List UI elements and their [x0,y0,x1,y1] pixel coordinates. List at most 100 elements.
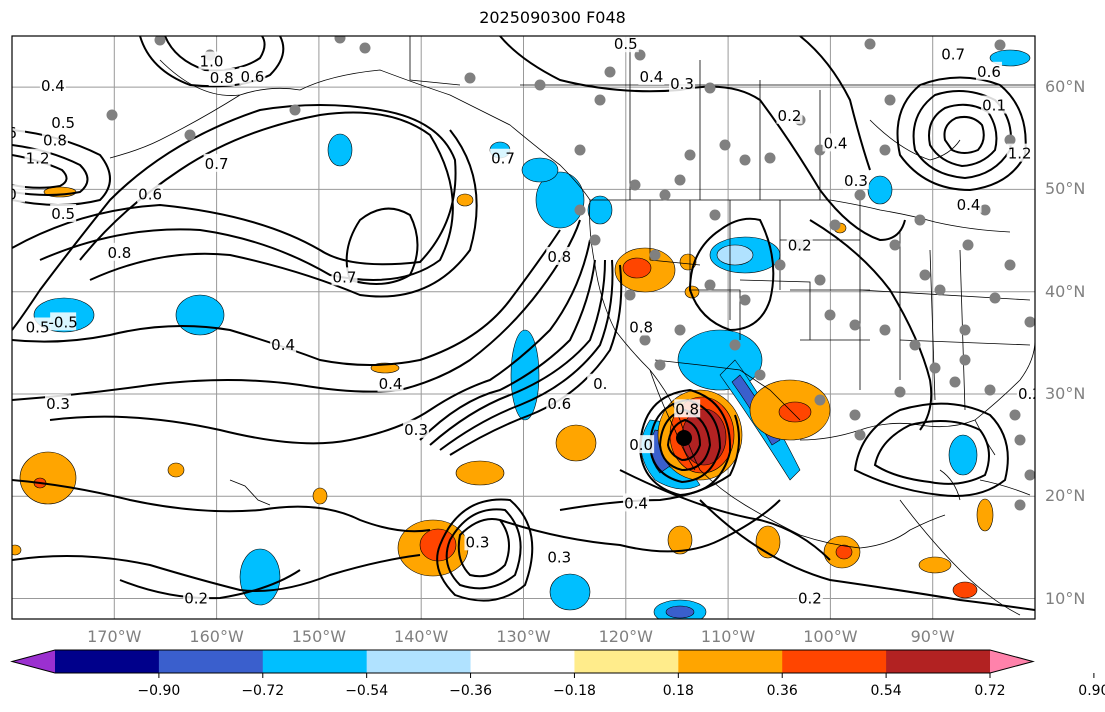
colorbar-segment [782,650,887,673]
contours [12,36,1035,611]
red-blob [778,401,812,423]
contour-label: 0.6 [240,68,264,86]
contour-label: 0.4 [639,68,663,86]
station-dot [979,204,991,216]
contour-label: 0.7 [333,268,357,286]
contour-label-bg [546,394,573,413]
orange-blob [167,462,185,478]
contour-label-bg [12,184,25,203]
longitude-label: 160°W [189,627,244,646]
contour-label-bg [50,203,77,222]
station-dot [1024,469,1035,481]
us-mexico-border [654,359,801,421]
contour-line [164,36,266,72]
station-dot [754,369,766,381]
orange-blob [976,498,994,532]
orange-blob [918,556,952,574]
contour-label-bg [24,317,51,336]
station-dot [909,339,921,351]
station-dot [289,104,301,116]
contour-label: 0.1 [982,97,1006,115]
blue-blob [665,605,695,619]
station-dot [889,239,901,251]
contour-label: 0.8 [675,400,699,418]
contour-label-bg [776,105,803,124]
contour-label-bg [239,66,266,85]
contour-label-bg [628,435,655,454]
blue-blob [948,434,978,476]
contour-label: 0.6 [977,63,1001,81]
station-dot [814,394,826,406]
contour-line [912,90,1012,180]
graticule [12,36,1035,619]
contour-line [429,259,606,446]
contour-label: 0.8 [1074,610,1098,628]
contour-label-bg [546,246,573,265]
contour-label-bg [1042,445,1068,463]
station-dot [684,149,696,161]
west-coast [589,199,946,549]
contour-label-bg [822,133,849,152]
latitude-label: 30°N [1045,383,1086,403]
contour-line [658,408,712,472]
state-line [690,289,741,340]
alaska-peninsula [109,94,241,159]
contour-label-bg [796,588,823,607]
contour-label: 0.4 [957,196,981,214]
station-dot [962,239,974,251]
contour-label-bg [638,66,665,85]
contour-label: 0.2 [778,107,802,125]
contour-label-bg [183,588,210,607]
contour-label: 0.2 [798,590,822,608]
contour-line [896,76,1027,192]
contour-label: 0.4 [824,134,848,152]
contour-label: 0.3 [404,421,428,439]
colorbar-segment [574,650,679,673]
contour-line [499,499,781,553]
contour-label-bg [12,123,25,142]
longitude-label: 150°W [291,627,347,646]
contour-line [39,111,454,281]
station-dot [709,209,721,221]
hawaii [229,479,271,506]
station-dot [719,139,731,151]
station-dot [934,284,946,296]
contour-line [439,259,614,451]
station-dot [829,219,841,231]
alaska-border [409,36,461,86]
longitude-label: 100°W [803,627,858,646]
latitude-label: 10°N [1045,588,1086,608]
colorbar-tick-label: 0.36 [766,683,798,699]
contour-label: 1.0 [1074,105,1098,123]
colorbar-tick-label: −0.18 [552,683,596,699]
contour-labels: 1.00.8 0.60.40.56 0.81.200.50.60.70.80.70.… [7,36,1098,628]
contour-label: 0.3 [46,395,70,413]
longitude-label: 90°W [910,627,955,646]
station-dot [649,249,661,261]
contour-label-bg [955,194,982,213]
contour-label: 1.2 [26,150,50,168]
contour-label: -0.5 [49,313,78,331]
contour-label-bg [137,184,164,203]
contour-label: 1.0 [200,53,224,71]
contour-line [928,103,998,168]
station-dot [989,292,1001,304]
contour-label-bg [546,547,573,566]
contour-label-bg [45,394,72,413]
contour-label-bg [331,267,358,286]
contour-label-bg [1016,383,1035,402]
station-dot [774,259,786,271]
station-dot [949,376,961,388]
station-dot [879,324,891,336]
contour-label-bg [940,44,967,63]
contour-label-bg [490,148,517,167]
colorbar [10,649,1095,678]
station-dot [674,174,686,186]
station-dot [854,429,866,441]
contour-label-bg [612,36,639,53]
colorbar-tick-label: −0.72 [241,683,285,699]
contour-line [619,469,831,561]
contour-label: 0.8 [210,69,234,87]
contour-label-bg [842,171,869,190]
contour-label: 6 [7,124,17,142]
